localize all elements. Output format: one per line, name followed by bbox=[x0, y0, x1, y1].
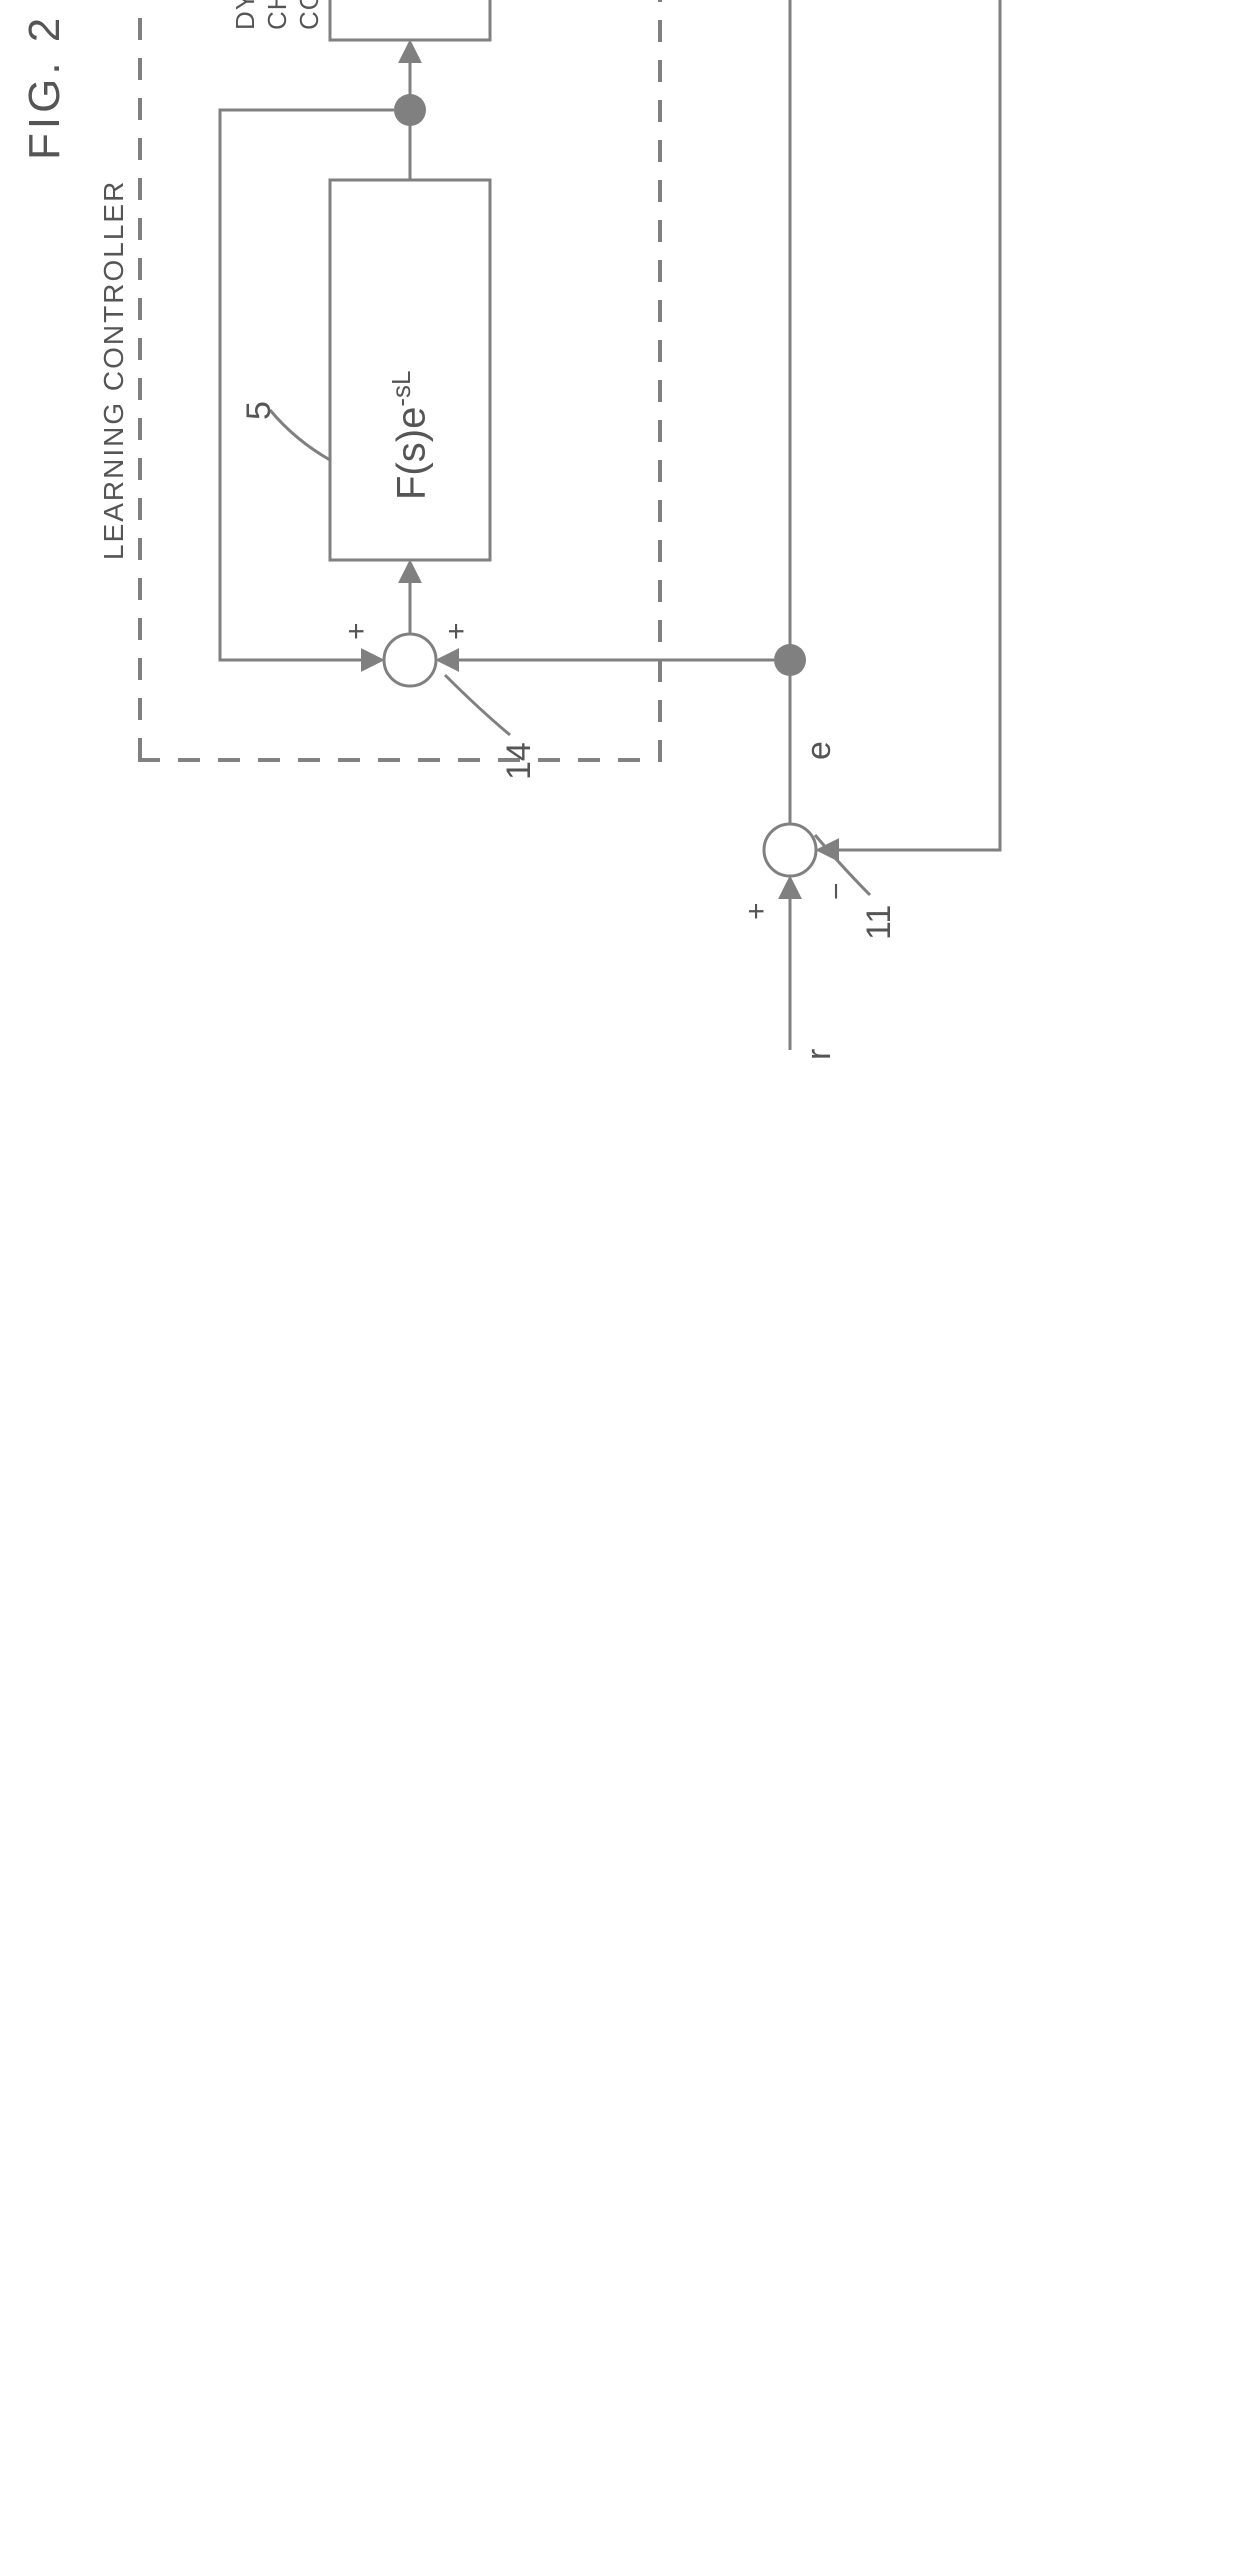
comp-heading-3: COMPENSATION bbox=[294, 0, 325, 30]
sum-14 bbox=[384, 634, 436, 686]
signal-r: r bbox=[800, 1049, 839, 1060]
ref-5: 5 bbox=[240, 401, 279, 420]
ref-14: 14 bbox=[500, 742, 539, 780]
leader-14 bbox=[445, 675, 510, 735]
filter-label-sup: -sL bbox=[386, 371, 416, 407]
learning-controller-label: LEARNING CONTROLLER bbox=[98, 180, 130, 560]
compensation-block bbox=[330, 0, 490, 40]
s14-plus-b: + bbox=[440, 622, 474, 640]
diagram-canvas: FIG. 2 LEARNING CONTROLLER DYNAMIC CHARA… bbox=[0, 0, 1240, 1240]
ref-11: 11 bbox=[860, 905, 899, 940]
s14-plus-t: + bbox=[340, 622, 374, 640]
block-diagram-svg bbox=[0, 0, 1240, 1240]
filter-label-main: F(s)e bbox=[389, 407, 433, 500]
leader-5 bbox=[270, 410, 330, 460]
sum-11 bbox=[764, 824, 816, 876]
comp-heading-2: CHARACTERISTIC bbox=[262, 0, 293, 30]
signal-e: e bbox=[800, 741, 839, 760]
line-fb-top bbox=[220, 110, 394, 660]
filter-label: F(s)e-sL bbox=[386, 371, 434, 500]
s11-minus: − bbox=[820, 882, 854, 900]
figure-title: FIG. 2 bbox=[20, 14, 70, 160]
comp-heading-1: DYNAMIC bbox=[230, 0, 261, 30]
s11-plus: + bbox=[740, 902, 774, 920]
line-y-fb bbox=[790, 0, 1000, 850]
